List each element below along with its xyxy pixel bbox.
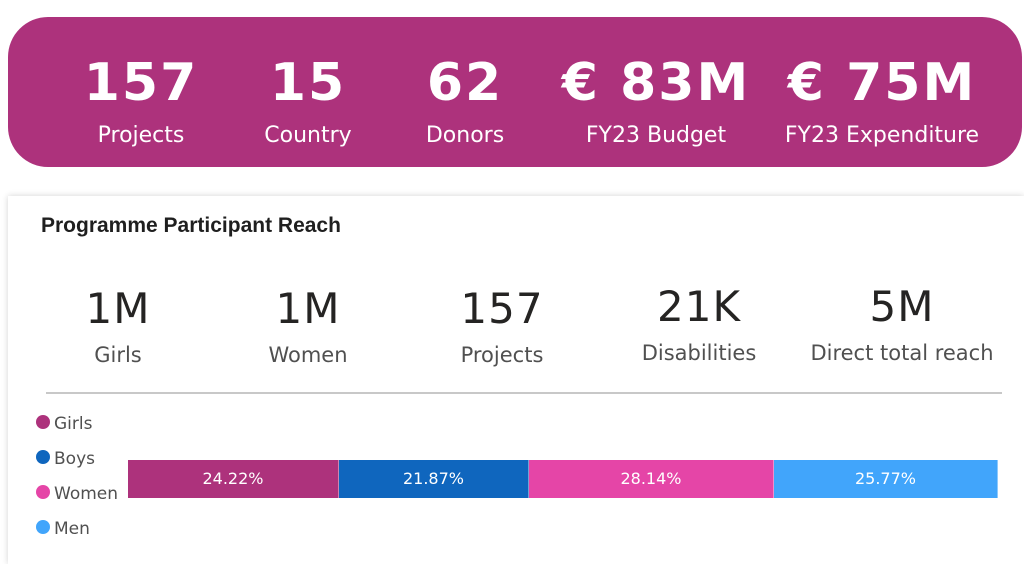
kpi-value: € 75M [787,53,977,113]
stat-value: 5M [869,282,935,331]
kpi-value: 15 [269,53,347,113]
divider [46,392,1002,394]
reach-panel: Programme Participant Reach 1M Girls 1M … [8,196,1024,564]
kpi-value: 157 [83,53,199,113]
stat-value: 157 [460,284,544,333]
legend-dot-icon [36,485,50,499]
stacked-bar-chart: 24.22% 21.87% 28.14% 25.77% [128,460,998,498]
bar-segment-girls[interactable]: 24.22% [128,460,339,498]
panel-title: Programme Participant Reach [41,214,341,237]
legend-item-boys[interactable]: Boys [36,447,95,471]
stat-label: Projects [460,343,544,367]
stat-value: 1M [275,284,341,333]
kpi-label: FY23 Budget [585,123,727,148]
bar-segment-men[interactable]: 25.77% [774,460,998,498]
legend-label: Women [54,484,119,504]
kpi-value: € 83M [561,53,751,113]
legend-label: Boys [54,449,95,469]
kpi-banner: 157 Projects 15 Country 62 Donors € 83M … [8,17,1022,167]
data-label: 28.14% [620,469,682,488]
stat-label: Disabilities [641,341,757,365]
kpi-label: FY23 Expenditure [784,123,980,148]
data-label: 25.77% [854,469,916,488]
kpi-label: Country [264,123,352,148]
kpi-value: 62 [426,53,504,113]
legend-dot-icon [36,450,50,464]
legend-item-girls[interactable]: Girls [36,412,92,436]
legend-item-women[interactable]: Women [36,482,118,506]
data-label: 24.22% [202,469,264,488]
bar-segment-boys[interactable]: 21.87% [339,460,529,498]
stat-value: 21K [657,282,741,331]
legend-dot-icon [36,415,50,429]
bar-segment-women[interactable]: 28.14% [529,460,774,498]
legend-label: Men [54,519,90,539]
data-label: 21.87% [402,469,464,488]
legend-dot-icon [36,520,50,534]
legend-label: Girls [54,414,93,434]
kpi-label: Projects [97,123,185,148]
kpi-label: Donors [425,123,505,148]
stat-label: Direct total reach [810,341,994,365]
stat-value: 1M [85,284,151,333]
stat-label: Girls [94,343,142,367]
legend-item-men[interactable]: Men [36,517,90,541]
stat-label: Women [268,343,348,367]
